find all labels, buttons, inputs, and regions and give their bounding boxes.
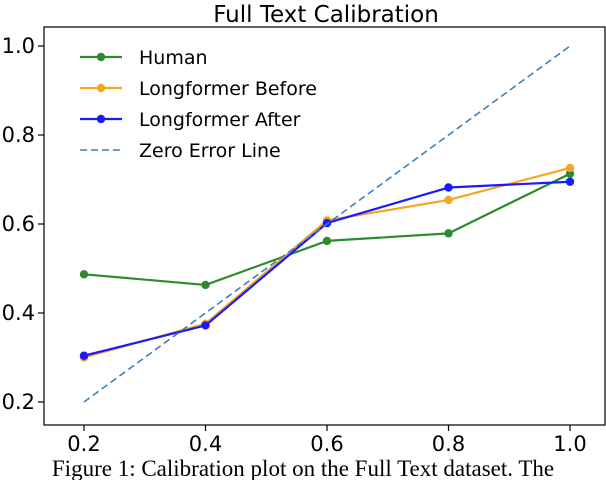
data-point-longformer-after (201, 321, 210, 330)
data-point-human (322, 236, 332, 246)
y-tick-label: 0.8 (2, 123, 35, 147)
series-line-zero-error-line (83, 45, 571, 403)
x-tick-label: 1.0 (553, 432, 586, 456)
y-tick-label: 0.4 (2, 301, 35, 325)
chart-title: Full Text Calibration (213, 2, 439, 28)
data-point-longformer-after (79, 351, 89, 360)
legend-label-zero-error-line: Zero Error Line (139, 140, 281, 162)
legend-marker-human (96, 52, 106, 62)
plot-axes (43, 26, 606, 426)
x-tick-label: 0.4 (189, 432, 222, 456)
data-point-human (79, 270, 89, 279)
series-layer (79, 45, 575, 403)
series-line-longformer-before (83, 166, 571, 359)
data-point-longformer-before (565, 163, 575, 173)
legend-label-longformer-after: Longformer After (139, 109, 301, 131)
data-point-longformer-before (444, 195, 453, 205)
series-line-longformer-after (83, 180, 571, 357)
figure-caption: Figure 1: Calibration plot on the Full T… (51, 458, 555, 480)
x-tick-label: 0.6 (310, 432, 343, 456)
legend-marker-longformer-after (96, 114, 106, 124)
legend-label-human: Human (139, 47, 208, 69)
series-line-human (83, 172, 571, 287)
y-tick-label: 1.0 (2, 34, 35, 58)
y-tick-label: 0.2 (2, 390, 35, 414)
y-tick-label: 0.6 (2, 212, 35, 236)
data-point-human (444, 229, 453, 238)
data-point-human (201, 280, 210, 290)
data-point-longformer-after (444, 183, 453, 192)
data-point-human (565, 169, 575, 178)
calibration-chart: Full Text Calibration 0.2 0.4 0.6 0.8 1.00.2… (2, 2, 606, 456)
x-tick-label: 0.8 (432, 432, 465, 456)
legend: Human Longformer Before Longformer After Ze… (80, 47, 317, 162)
plot-frame (43, 26, 606, 426)
x-tick-label: 0.2 (67, 432, 100, 456)
data-point-longformer-after (565, 177, 575, 186)
axis-ticks: 0.2 0.4 0.6 0.8 1.0 0.2 0.4 0.6 0.8 1.0 (2, 34, 587, 456)
legend-marker-longformer-before (96, 83, 106, 93)
legend-label-longformer-before: Longformer Before (139, 78, 317, 100)
